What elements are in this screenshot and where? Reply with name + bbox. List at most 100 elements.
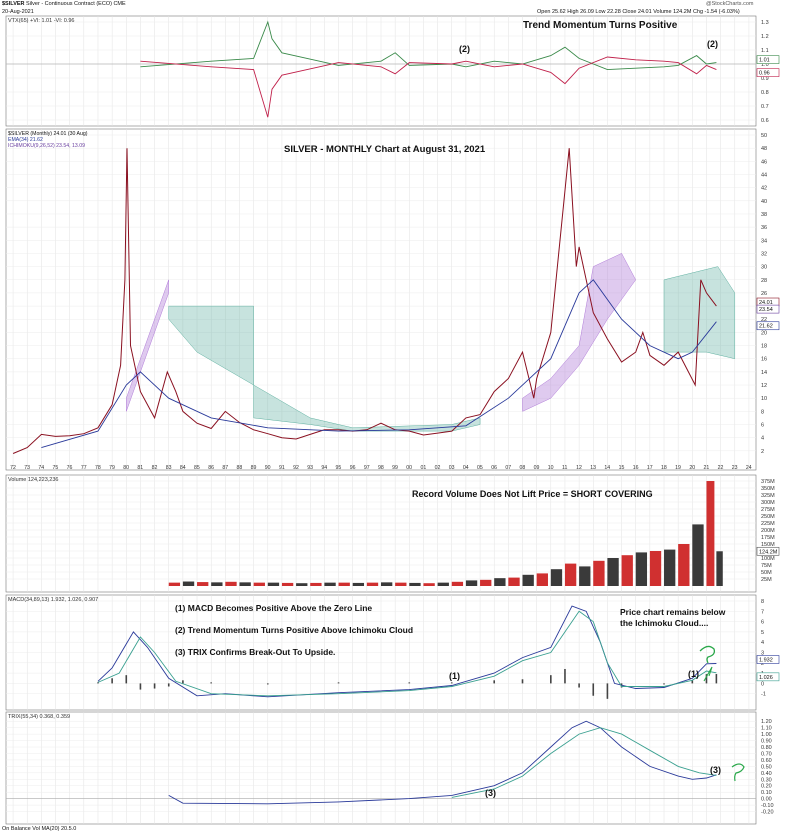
macd-histogram-bar (450, 682, 453, 684)
vtx-series--VI (140, 56, 717, 118)
volume-bar (635, 552, 648, 586)
volume-bar (579, 566, 591, 586)
x-tick-label: 15 (619, 465, 625, 471)
y-tick-label: 6 (761, 620, 764, 626)
volume-bar (381, 582, 393, 586)
price-legend-line: ICHIMOKU(9,26,52) 23.54, 13.09 (8, 143, 85, 149)
y-tick-label: -1 (761, 692, 766, 698)
macd-side-note: Price chart remains below (620, 607, 726, 617)
x-tick-label: 85 (194, 465, 200, 471)
price-series-EMA(34) (41, 279, 717, 449)
y-tick-label: 5 (761, 630, 764, 636)
y-tick-label: 0.9 (761, 76, 769, 82)
macd-histogram-bar (493, 680, 496, 684)
volume-annotation: Record Volume Does Not Lift Price = SHOR… (412, 489, 653, 499)
x-tick-label: 10 (548, 465, 554, 471)
y-tick-label: 40 (761, 199, 767, 205)
x-tick-label: 13 (590, 465, 596, 471)
macd-histogram-bar (153, 683, 156, 689)
x-tick-label: 02 (435, 465, 441, 471)
y-tick-label: 325M (761, 493, 775, 499)
x-tick-label: 18 (661, 465, 667, 471)
macd-histogram-bar (564, 668, 566, 684)
y-tick-label: 0.6 (761, 118, 769, 124)
y-tick-label: 42 (761, 186, 767, 192)
x-tick-label: 77 (81, 465, 87, 471)
last-value-label: 1.932 (759, 658, 773, 664)
vtx-annotation: Trend Momentum Turns Positive (523, 20, 678, 31)
x-tick-label: 19 (675, 465, 681, 471)
x-tick-label: 17 (647, 465, 653, 471)
volume-bar (338, 582, 350, 586)
volume-bar (239, 582, 251, 586)
x-tick-label: 83 (166, 465, 172, 471)
last-value-badge (756, 55, 780, 64)
y-tick-label: 14 (761, 370, 767, 376)
volume-bar (522, 574, 534, 586)
volume-bar (197, 582, 209, 586)
x-tick-label: 72 (10, 465, 16, 471)
macd-note: (1) MACD Becomes Positive Above the Zero… (175, 603, 372, 613)
y-tick-label: 1.10 (761, 726, 772, 732)
symbol: $SILVER (2, 1, 25, 7)
last-value-label: 1.01 (759, 58, 770, 64)
trix-series-TRIX (168, 720, 717, 805)
volume-bar (437, 582, 449, 586)
hand-drawn-tick (703, 666, 713, 682)
x-tick-label: 98 (378, 465, 384, 471)
x-tick-label: 14 (604, 465, 610, 471)
macd-histogram-bar (97, 682, 99, 684)
x-tick-label: 12 (576, 465, 582, 471)
y-tick-label: 0.10 (761, 790, 772, 796)
y-tick-label: 1.20 (761, 719, 772, 725)
y-tick-label: 275M (761, 507, 775, 513)
y-tick-label: 100M (761, 556, 775, 562)
volume-bar (296, 583, 308, 586)
macd-histogram-bar (663, 683, 665, 685)
macd-histogram-bar (408, 682, 411, 684)
volume-bar (465, 580, 478, 586)
volume-bar (168, 582, 181, 586)
x-tick-label: 74 (38, 465, 44, 471)
y-tick-label: 7 (761, 609, 764, 615)
volume-bar (480, 579, 492, 586)
macd-histogram-bar (578, 683, 580, 688)
last-value-label: 23.54 (759, 307, 773, 313)
vtx-legend: VTX(65) +VI: 1.01 -VI: 0.96 (8, 18, 75, 24)
macd-histogram-bar (167, 683, 170, 687)
y-tick-label: 32 (761, 251, 767, 257)
x-tick-label: 05 (477, 465, 483, 471)
macd-histogram-bar (521, 679, 524, 684)
x-tick-label: 92 (293, 465, 299, 471)
volume-bar (225, 581, 237, 586)
y-tick-label: 18 (761, 344, 767, 350)
macd-histogram-bar (691, 680, 694, 684)
volume-bar (395, 582, 407, 586)
volume-bar (621, 555, 633, 586)
trix-series-Signal (451, 727, 717, 798)
x-tick-label: 78 (95, 465, 101, 471)
x-tick-label: 91 (279, 465, 285, 471)
y-tick-label: 0.70 (761, 751, 772, 757)
y-tick-label: 25M (761, 577, 772, 583)
volume-bar (664, 549, 676, 586)
y-tick-label: 46 (761, 159, 767, 165)
footer-indicator: On Balance Vol MA(20) 20.5.0 (2, 826, 77, 832)
volume-bar (706, 481, 715, 586)
y-tick-label: -0.10 (761, 803, 774, 809)
ichimoku-cloud-2 (126, 279, 169, 412)
macd-histogram-bar (606, 683, 609, 699)
y-tick-label: 50 (761, 133, 767, 139)
x-tick-label: 94 (321, 465, 327, 471)
chart-symbol: $SILVER Silver - Continuous Contract (EC… (2, 1, 126, 7)
macd-note: (3) TRIX Confirms Break-Out To Upside. (175, 647, 335, 657)
y-tick-label: 1.00 (761, 732, 772, 738)
y-tick-label: 350M (761, 486, 775, 492)
symbol-description: Silver - Continuous Contract (ECO) CME (26, 1, 126, 7)
y-tick-label: 3 (761, 651, 764, 657)
volume-bar (536, 573, 548, 586)
macd-histogram-bar (266, 683, 269, 685)
x-tick-label: 86 (208, 465, 214, 471)
trix-legend: TRIX(55,34) 0.368, 0.359 (8, 714, 70, 720)
